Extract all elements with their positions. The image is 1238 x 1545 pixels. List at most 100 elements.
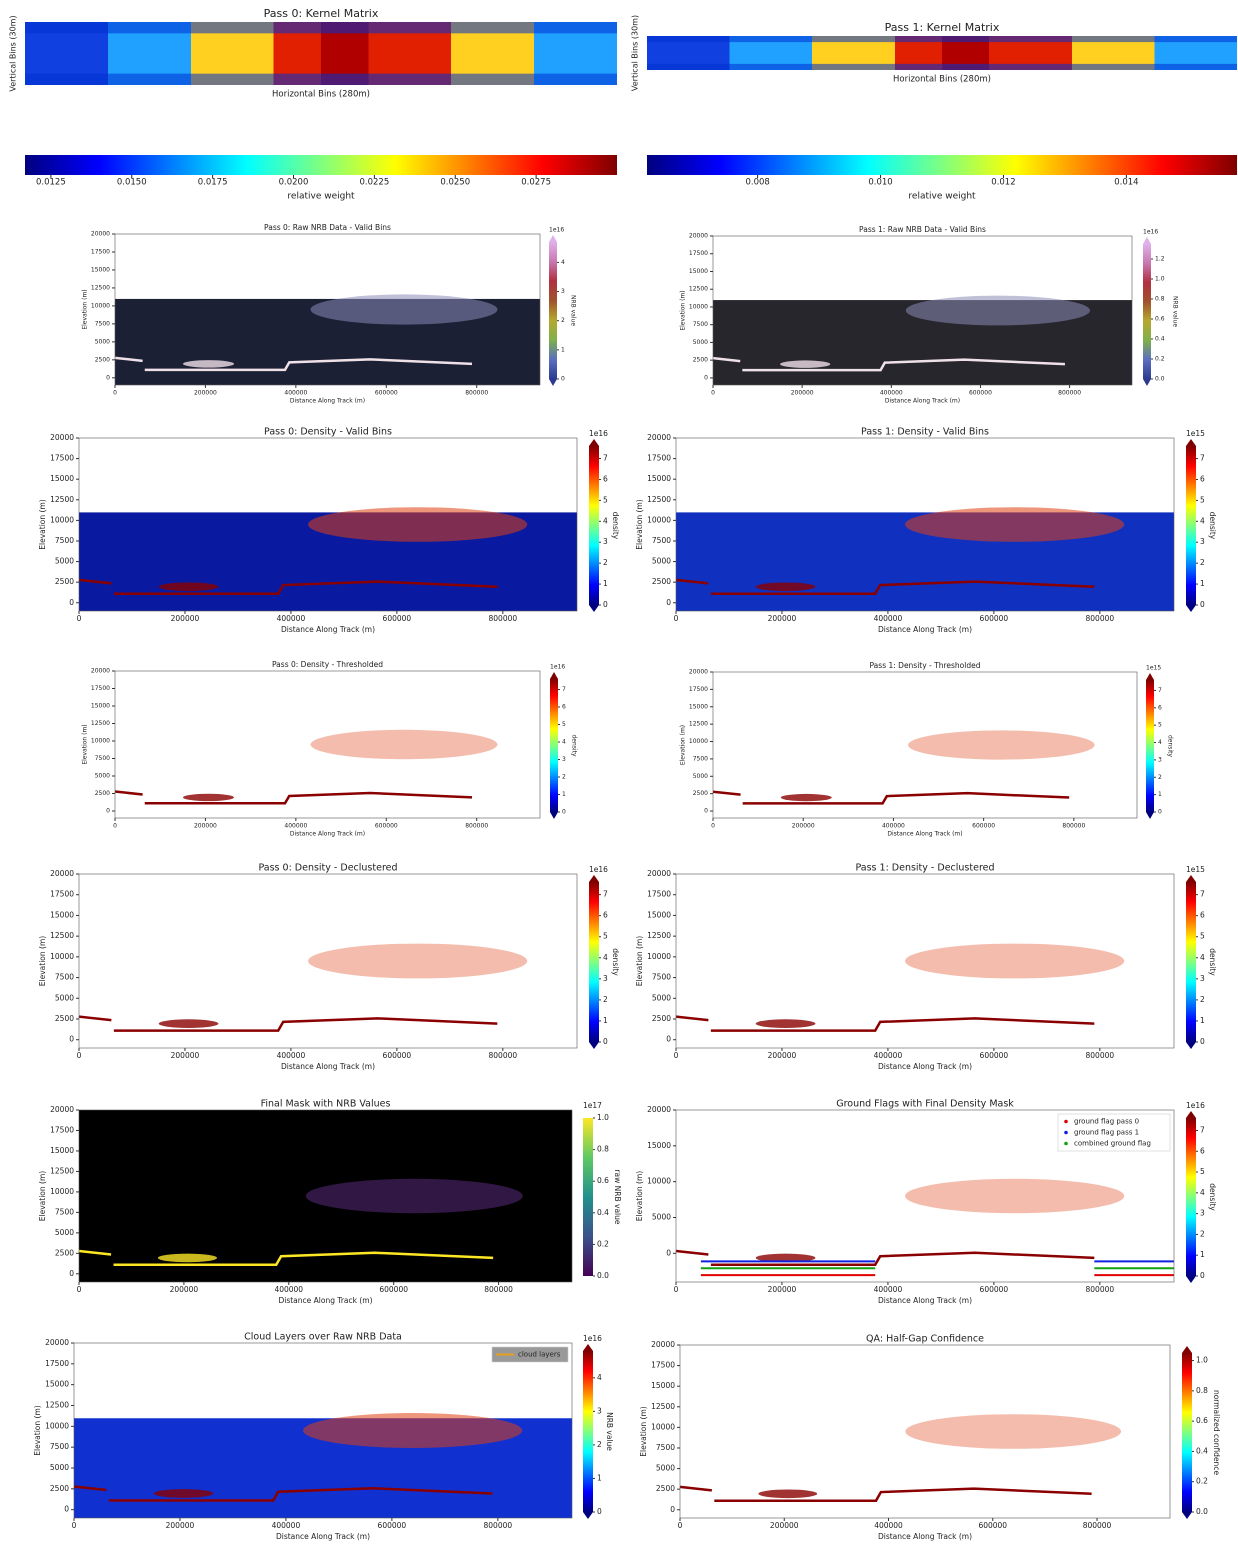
y-tick-label: 2500	[652, 577, 671, 586]
colorbar-tick-label: 1	[561, 346, 565, 353]
x-tick-label: 400000	[874, 1051, 903, 1060]
ground-trace	[710, 1251, 1095, 1267]
y-tick-label: 2500	[55, 1248, 74, 1257]
y-tick-label: 7500	[693, 321, 708, 328]
colorbar-tick-label: 0	[562, 809, 566, 816]
colorbar-tick-label: 3	[1158, 756, 1162, 763]
colorbar-tick-label: 0.0	[1196, 1507, 1208, 1516]
x-axis-label: Distance Along Track (m)	[887, 831, 962, 838]
y-tick-label: 5000	[55, 557, 74, 566]
colorbar-tick-label: 0.4	[1155, 336, 1165, 343]
y-tick-label: 15000	[689, 703, 708, 710]
colorbar	[1146, 680, 1154, 812]
low-cloud-trace	[114, 356, 143, 363]
colorbar-tick-label: 0.8	[597, 1145, 609, 1154]
x-tick-label: 0	[113, 390, 117, 397]
colorbar	[589, 446, 599, 605]
legend-label: ground flag pass 0	[1074, 1118, 1139, 1126]
low-cloud-trace	[73, 1485, 107, 1492]
y-tick-label: 15000	[91, 703, 110, 710]
colorbar-extend	[1143, 237, 1151, 244]
colorbar-tick-label: 0	[603, 1037, 608, 1046]
cloud-blob	[780, 360, 831, 368]
y-axis-label: Elevation (m)	[635, 1171, 644, 1221]
x-axis-label: Distance Along Track (m)	[290, 398, 365, 405]
colorbar-extend	[589, 875, 599, 882]
colorbar-tick-label: 7	[1158, 687, 1162, 694]
x-tick-label: 200000	[194, 390, 217, 397]
y-tick-label: 15000	[50, 474, 74, 483]
kernel-edge	[647, 36, 1237, 43]
y-tick-label: 5000	[693, 339, 708, 346]
colorbar-label: NRB value	[605, 1412, 614, 1451]
y-tick-label: 0	[670, 1505, 675, 1514]
colorbar-extend	[1186, 1042, 1196, 1049]
chart-title: Final Mask with NRB Values	[261, 1099, 391, 1110]
low-cloud-trace	[712, 356, 741, 363]
colorbar-tick-label: 0.0	[597, 1271, 609, 1280]
y-tick-label: 20000	[50, 433, 74, 442]
chart-title: QA: Half-Gap Confidence	[866, 1334, 984, 1345]
colorbar	[1182, 1353, 1192, 1512]
y-tick-label: 7500	[55, 536, 74, 545]
cloud-blob	[780, 793, 832, 802]
chart-title: Pass 0: Density - Declustered	[258, 863, 397, 874]
x-tick-label: 400000	[284, 390, 307, 397]
y-tick-label: 15000	[50, 910, 74, 919]
colorbar-tick-label: 1.0	[1155, 276, 1165, 283]
colorbar-tick-label: 0.012	[991, 178, 1015, 188]
colorbar-tick-label: 6	[562, 704, 566, 711]
kernel-edge	[25, 22, 617, 34]
y-tick-label: 7500	[656, 1443, 675, 1452]
colorbar-tick-label: 3	[561, 288, 565, 295]
chart-title: Pass 1: Raw NRB Data - Valid Bins	[859, 225, 986, 234]
x-tick-label: 400000	[284, 823, 307, 830]
cloud-blob	[755, 1019, 816, 1028]
colorbar-tick-label: 0.0250	[440, 178, 470, 188]
x-tick-label: 600000	[972, 823, 995, 830]
y-tick-label: 5000	[55, 1228, 74, 1237]
colorbar-tick-label: 2	[597, 1440, 602, 1449]
y-tick-label: 20000	[689, 669, 708, 676]
colorbar-tick-label: 7	[562, 686, 566, 693]
cloud-blob	[158, 582, 219, 592]
colorbar-tick-label: 0.2	[597, 1239, 609, 1248]
y-tick-label: 15000	[50, 1146, 74, 1155]
plot-frame	[712, 671, 1138, 819]
colorbar-tick-label: 2	[1200, 995, 1205, 1004]
y-tick-label: 2500	[693, 790, 708, 797]
colorbar-tick-label: 0	[1200, 600, 1205, 609]
colorbar-tick-label: 0	[1200, 1037, 1205, 1046]
y-tick-label: 15000	[45, 1380, 69, 1389]
colorbar-tick-label: 1.0	[597, 1113, 609, 1122]
x-tick-label: 200000	[170, 1285, 199, 1294]
plot-area	[79, 874, 577, 1048]
y-tick-label: 0	[106, 374, 110, 381]
ground-trace	[113, 580, 498, 595]
kernel-edge	[647, 63, 1237, 70]
colorbar-tick-label: 4	[1200, 1188, 1205, 1197]
colorbar-tick-label: 4	[561, 259, 565, 266]
ground-trace	[710, 580, 1095, 595]
y-axis-label: Elevation (m)	[639, 1406, 648, 1456]
colorbar-label: raw NRB value	[613, 1169, 622, 1224]
colorbar-tick-label: 1.0	[1196, 1356, 1208, 1365]
x-tick-label: 0	[711, 823, 715, 830]
colorbar	[1186, 1118, 1196, 1276]
cloud-blob	[308, 943, 528, 979]
colorbar-offset: 1e16	[549, 227, 564, 234]
x-tick-label: 0	[77, 614, 82, 623]
y-tick-label: 2500	[55, 1014, 74, 1023]
x-tick-label: 600000	[379, 1285, 408, 1294]
colorbar-tick-label: 4	[1200, 516, 1205, 525]
y-axis-label: Elevation (m)	[680, 290, 687, 330]
y-tick-label: 12500	[647, 931, 671, 940]
y-tick-label: 17500	[647, 890, 671, 899]
colorbar-tick-label: 1	[597, 1473, 602, 1482]
ground-trace	[144, 358, 473, 372]
plot-frame	[73, 1342, 573, 1519]
colorbar-tick-label: 5	[1200, 1167, 1205, 1176]
plot-frame	[679, 1344, 1171, 1519]
